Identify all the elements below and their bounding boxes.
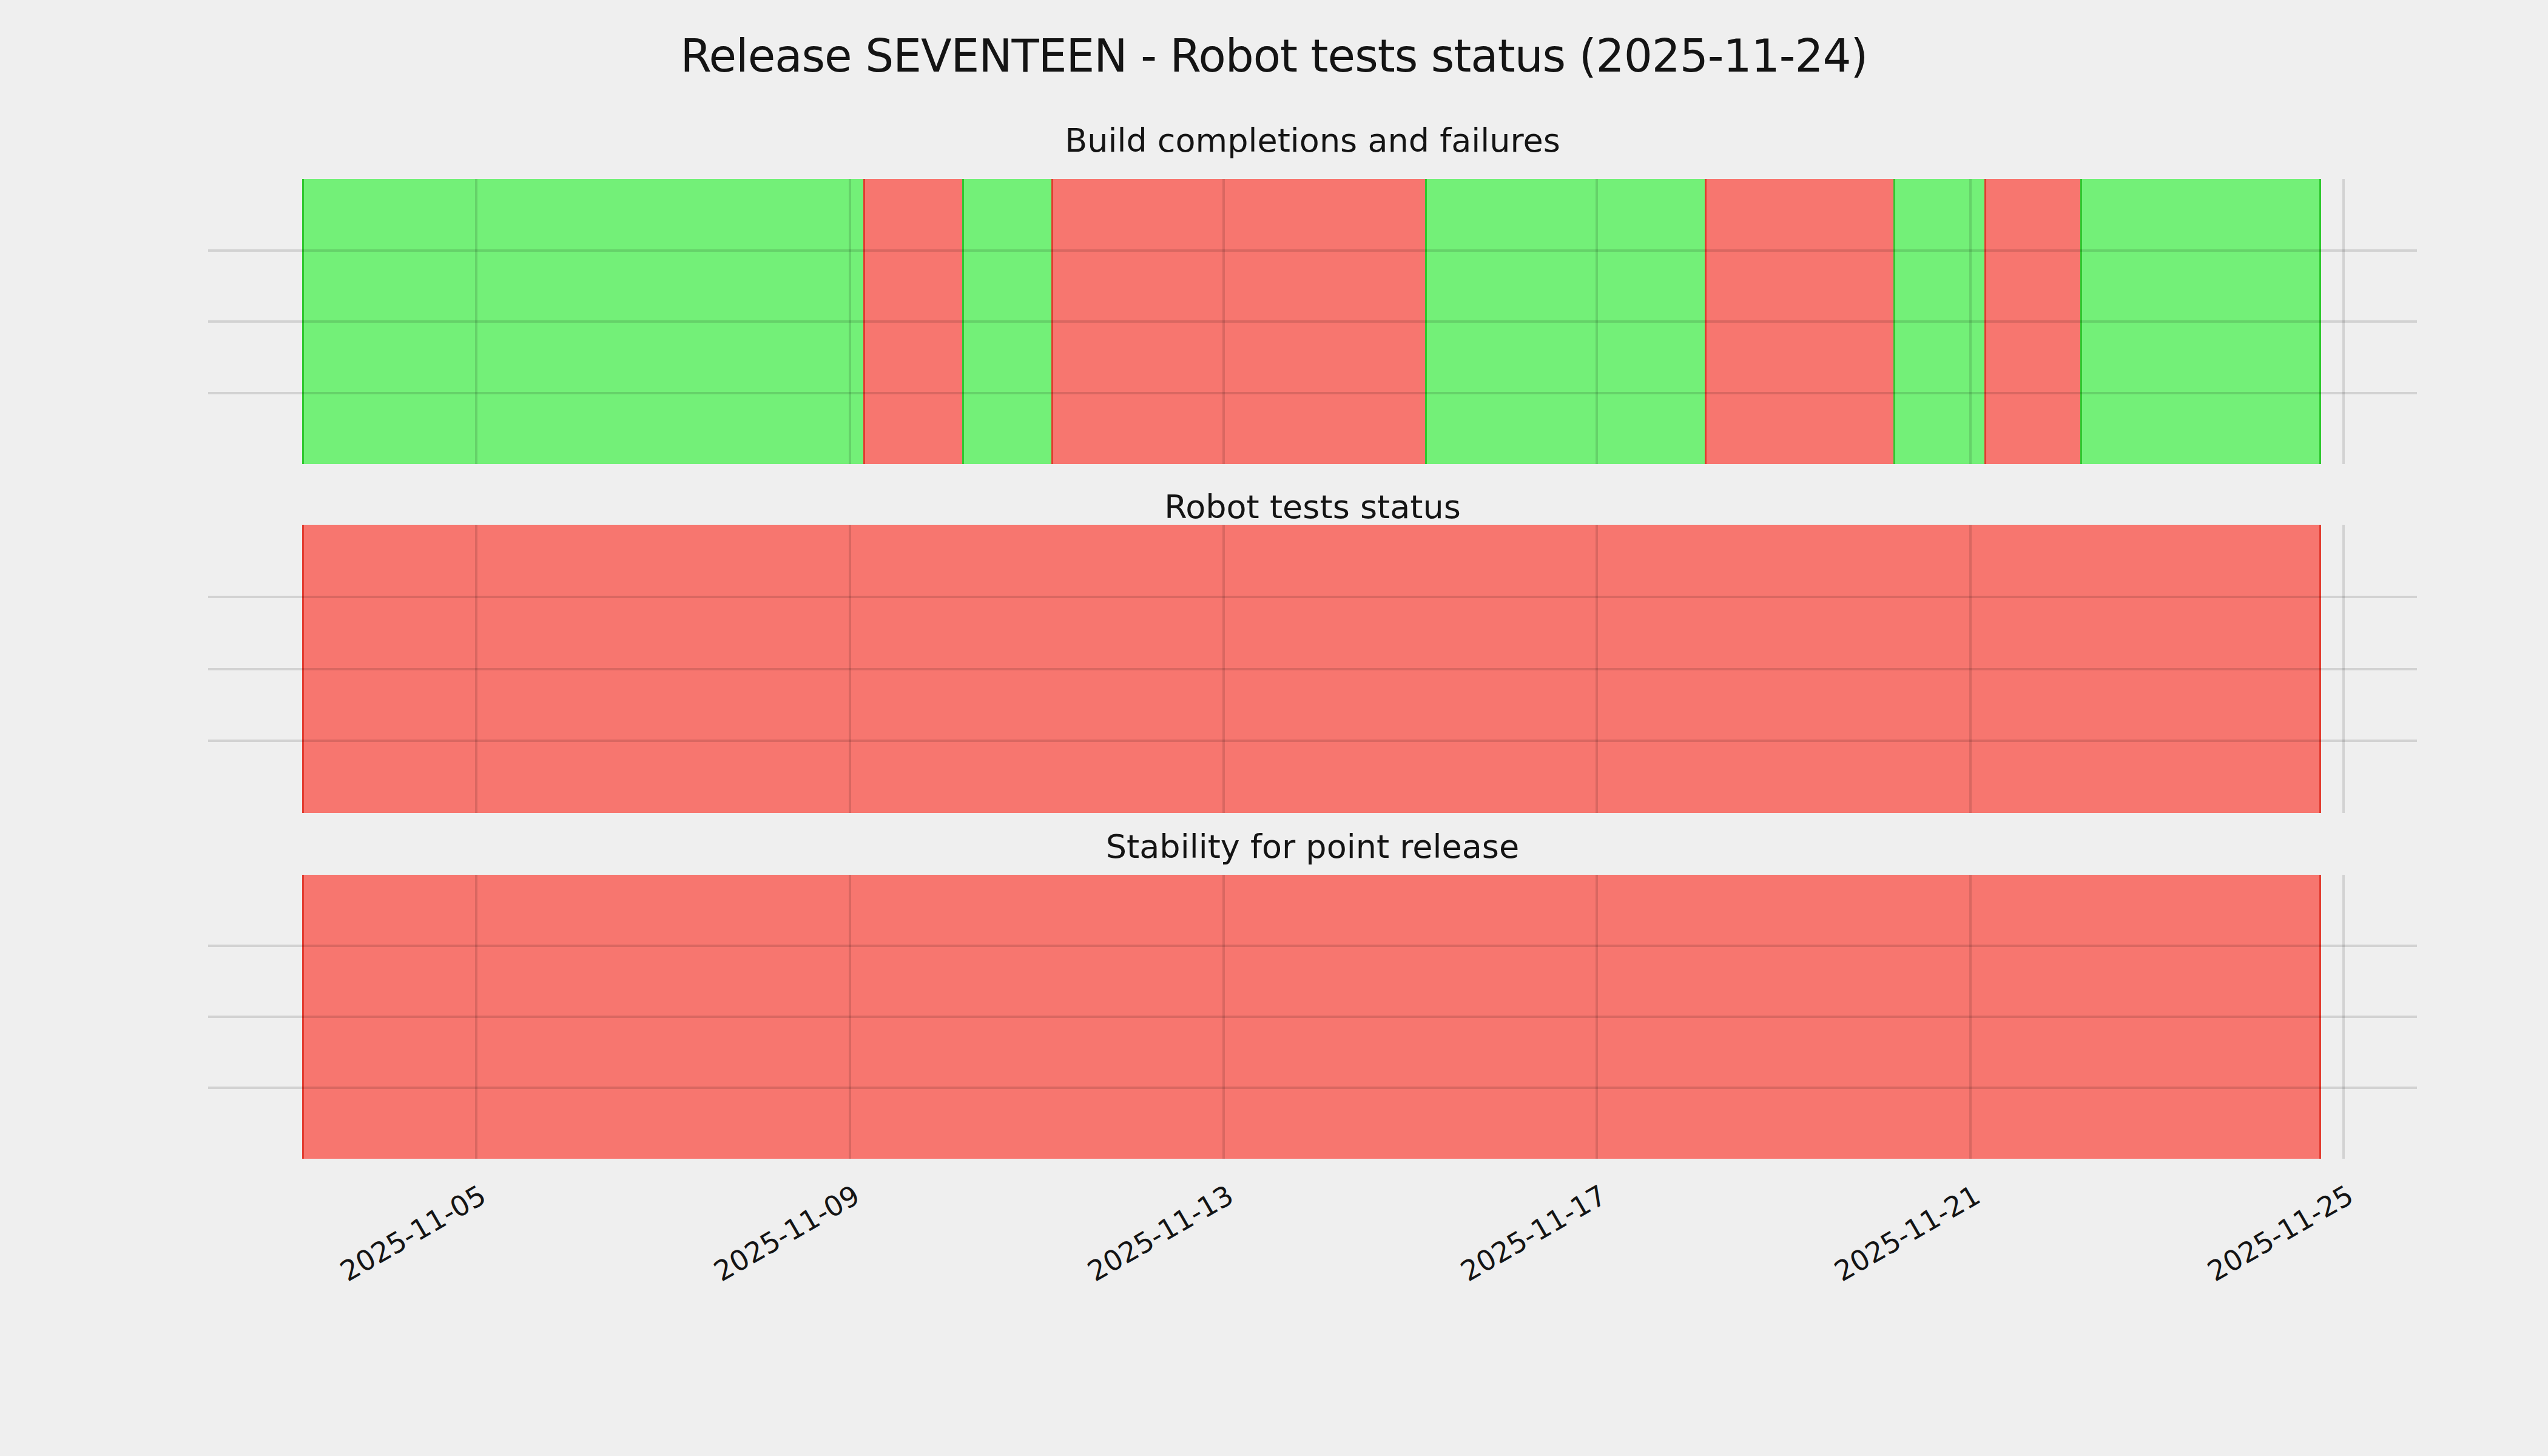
x-tick-label: 2025-11-21 (1830, 1181, 1985, 1286)
y-gridline (208, 392, 2417, 394)
x-tick-label: 2025-11-17 (1457, 1181, 1611, 1286)
x-gridline (849, 525, 851, 813)
x-gridline (849, 875, 851, 1159)
y-gridline (208, 945, 2417, 947)
x-gridline (2342, 179, 2345, 464)
x-gridline (475, 179, 477, 464)
x-gridline (2342, 875, 2345, 1159)
plot-area-stability (208, 875, 2417, 1159)
x-gridline (475, 525, 477, 813)
x-gridline (2342, 525, 2345, 813)
x-gridline (1969, 525, 1972, 813)
x-tick-label: 2025-11-05 (335, 1181, 490, 1286)
y-gridline (208, 740, 2417, 742)
x-gridline (849, 179, 851, 464)
x-gridline (1596, 179, 1598, 464)
figure: Release SEVENTEEN - Robot tests status (… (0, 0, 2548, 1456)
x-gridline (1969, 179, 1972, 464)
y-gridline (208, 320, 2417, 323)
x-tick-label: 2025-11-25 (2203, 1181, 2358, 1286)
x-gridline (1222, 525, 1225, 813)
x-gridline (1222, 179, 1225, 464)
y-gridline (208, 596, 2417, 598)
x-gridline (1222, 875, 1225, 1159)
y-gridline (208, 668, 2417, 670)
x-gridline (1596, 525, 1598, 813)
y-gridline (208, 1087, 2417, 1089)
x-tick-label: 2025-11-09 (710, 1181, 864, 1286)
y-gridline (208, 249, 2417, 252)
plot-area-build-completions (208, 179, 2417, 464)
y-gridline (208, 1016, 2417, 1018)
plot-area-robot-tests (208, 525, 2417, 813)
x-gridline (1596, 875, 1598, 1159)
x-gridline (475, 875, 477, 1159)
x-gridline (1969, 875, 1972, 1159)
x-tick-label: 2025-11-13 (1084, 1181, 1238, 1286)
